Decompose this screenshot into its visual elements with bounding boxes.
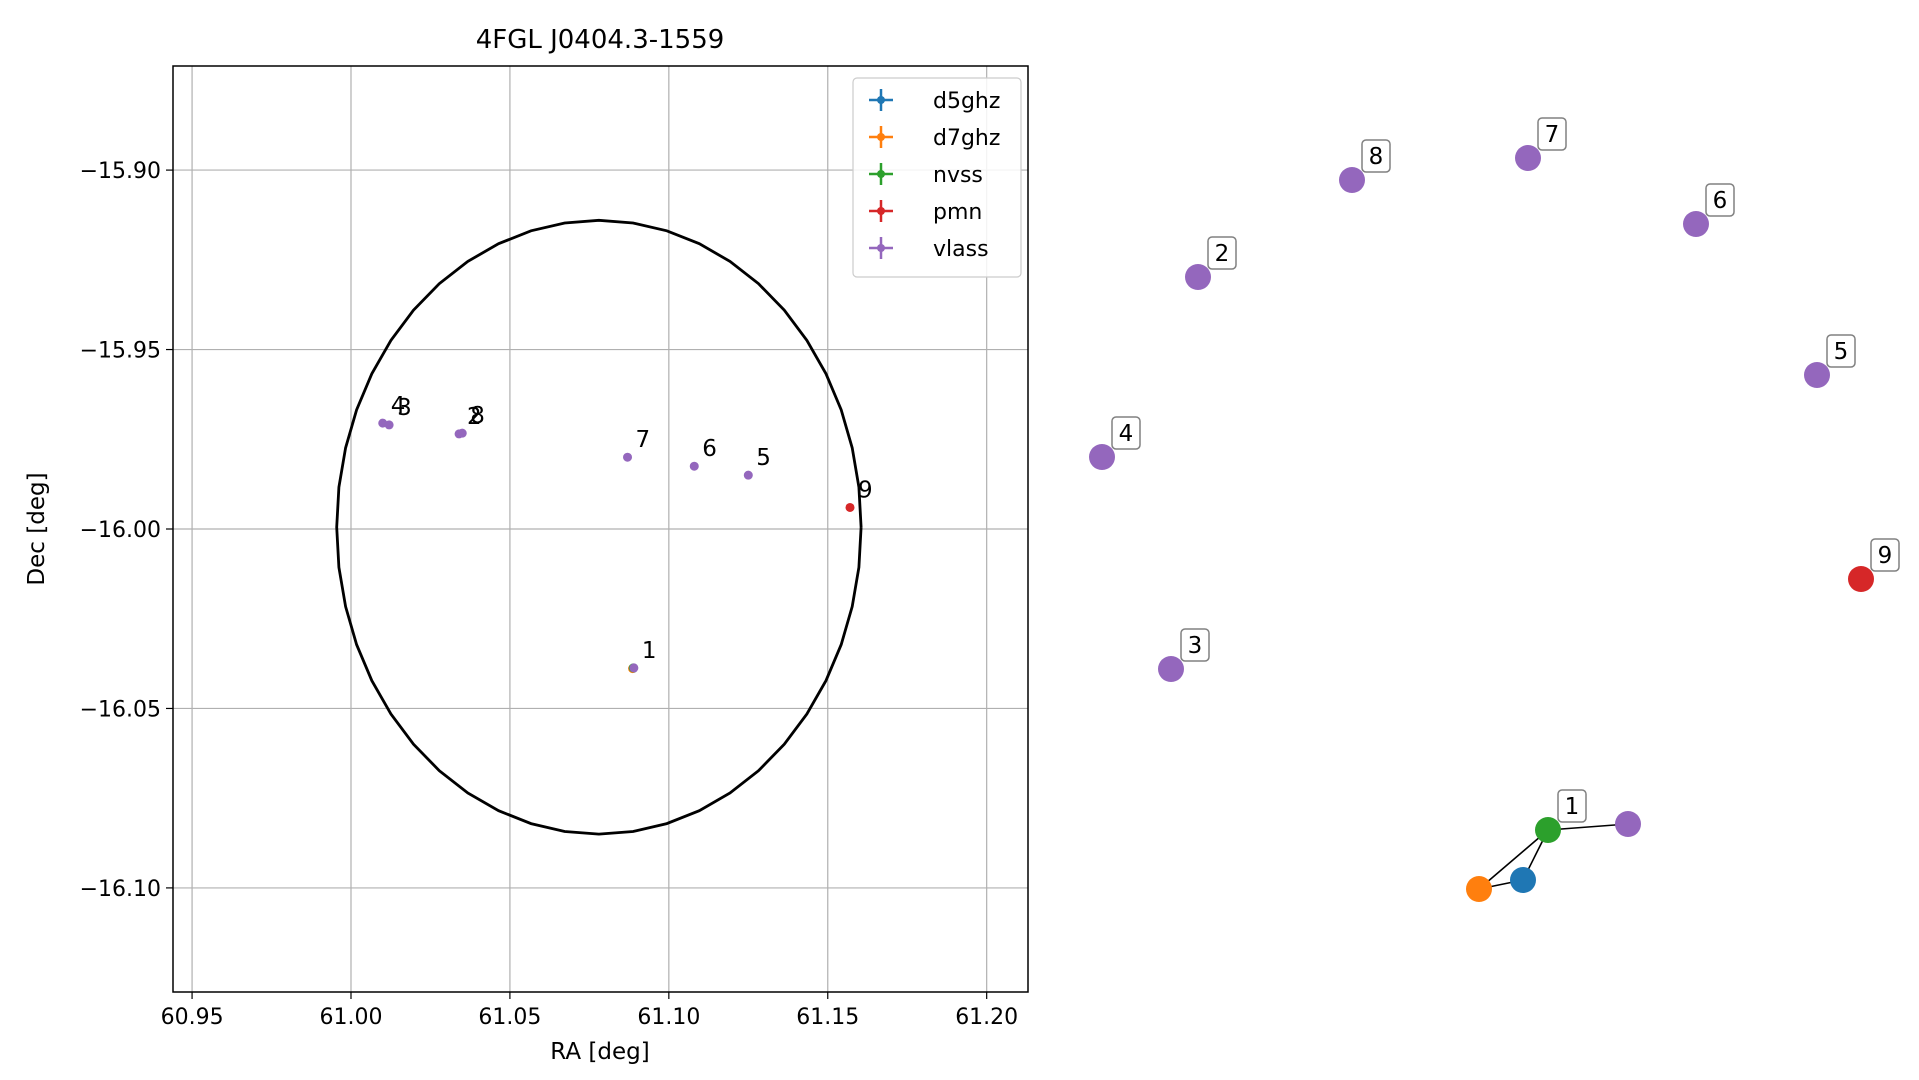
point-vlass [623,452,633,462]
graph-node [1339,167,1365,193]
node-label-box [1557,789,1587,823]
x-tick-label: 61.15 [796,1005,859,1030]
graph-node [1535,817,1561,843]
scatter-panel: 4FGL J0404.3-1559 9 1 2 34 5 6 7 8 60.95 61.00 61… [24,25,1029,1065]
legend-marker-pmn [877,207,885,215]
legend-marker-vlass [877,244,885,252]
graph-node [1510,867,1536,893]
point-vlass [689,461,699,471]
legend-label-nvss: nvss [933,163,983,188]
point-vlass [457,428,467,438]
legend-label-vlass: vlass [933,237,989,262]
node-label-box [1537,117,1567,151]
association-graph: 1 2 3 4 5 6 7 8 9 [1089,117,1900,902]
graph-edge [1547,823,1629,831]
y-tick-label: −16.00 [80,518,161,543]
y-tick-label: −16.10 [80,877,161,902]
graph-node [1089,444,1115,470]
node-label: 9 [1878,543,1893,569]
axis-ticks: 60.95 61.00 61.05 61.10 61.15 61.20 −15.90 −15.… [80,159,1019,1030]
node-label: 4 [1119,421,1134,447]
uncertainty-ellipse [335,218,863,836]
node-label-box [1207,236,1237,270]
point-vlass [629,663,639,673]
graph-node [1683,211,1709,237]
node-label: 3 [1188,633,1203,659]
y-axis-label: Dec [deg] [24,472,50,585]
error-ellipse [335,218,863,836]
point-vlass [743,470,753,480]
node-label-box [1870,538,1900,572]
legend-marker-d7ghz [877,133,885,141]
node-label-box [1705,183,1735,217]
point-label: 7 [636,427,651,453]
node-label: 6 [1713,188,1728,214]
x-axis-label: RA [deg] [550,1039,649,1065]
point-label: 3 [397,395,412,421]
legend-marker-nvss [877,170,885,178]
legend-marker-d5ghz [877,96,885,104]
x-tick-label: 61.05 [478,1005,541,1030]
point-label: 8 [470,403,485,429]
node-label: 5 [1834,339,1849,365]
y-tick-label: −16.05 [80,697,161,722]
graph-node [1466,876,1492,902]
chart-title: 4FGL J0404.3-1559 [476,25,725,55]
point-label: 5 [756,445,771,471]
graph-node [1515,145,1541,171]
legend-label-pmn: pmn [933,200,982,225]
point-pmn [845,502,855,512]
node-label-box [1180,628,1210,662]
graph-node [1615,811,1641,837]
graph-nodes: 1 2 3 4 5 6 7 8 9 [1089,117,1900,902]
x-tick-label: 60.95 [161,1005,224,1030]
node-label: 2 [1215,241,1230,267]
graph-node [1804,362,1830,388]
node-label: 7 [1545,122,1560,148]
node-label: 1 [1565,794,1580,820]
graph-node [1848,566,1874,592]
node-label-box [1361,139,1391,173]
point-vlass [378,418,388,428]
node-label-box [1111,416,1141,450]
point-label: 4 [391,393,406,419]
data-points: 9 1 2 34 5 6 7 8 [378,393,873,674]
legend: d5ghz d7ghz nvss pmn vlass [852,77,1022,278]
y-tick-label: −15.95 [80,339,161,364]
x-tick-label: 61.10 [637,1005,700,1030]
node-label: 8 [1369,144,1384,170]
y-tick-label: −15.90 [80,159,161,184]
point-label: 9 [858,477,873,503]
legend-label-d7ghz: d7ghz [933,126,1000,151]
graph-edge [1478,829,1549,890]
x-tick-label: 61.20 [955,1005,1018,1030]
graph-node [1185,264,1211,290]
point-label: 2 [467,404,482,430]
point-label: 6 [702,436,717,462]
point-label: 1 [642,638,657,664]
legend-box [852,77,1022,278]
graph-node [1158,656,1184,682]
x-tick-label: 61.00 [320,1005,383,1030]
node-label-box [1826,334,1856,368]
legend-label-d5ghz: d5ghz [933,89,1000,114]
